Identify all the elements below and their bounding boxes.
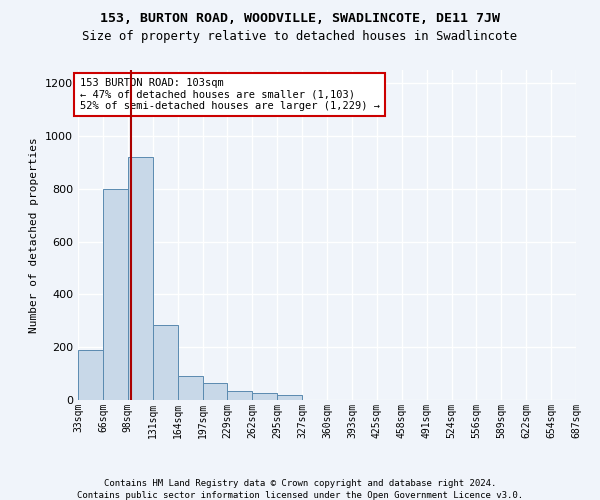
Bar [103,189,128,400]
Bar [128,157,152,400]
Bar [178,376,203,400]
Text: 153, BURTON ROAD, WOODVILLE, SWADLINCOTE, DE11 7JW: 153, BURTON ROAD, WOODVILLE, SWADLINCOTE… [100,12,500,26]
Text: Contains public sector information licensed under the Open Government Licence v3: Contains public sector information licen… [77,491,523,500]
Text: 153 BURTON ROAD: 103sqm
← 47% of detached houses are smaller (1,103)
52% of semi: 153 BURTON ROAD: 103sqm ← 47% of detache… [80,78,380,111]
Bar [152,325,178,400]
Bar [227,391,252,400]
Bar [78,350,103,400]
Text: Size of property relative to detached houses in Swadlincote: Size of property relative to detached ho… [82,30,518,43]
Bar [203,383,227,400]
Bar [252,394,277,400]
Y-axis label: Number of detached properties: Number of detached properties [29,137,40,333]
Bar [277,394,302,400]
Text: Contains HM Land Registry data © Crown copyright and database right 2024.: Contains HM Land Registry data © Crown c… [104,479,496,488]
